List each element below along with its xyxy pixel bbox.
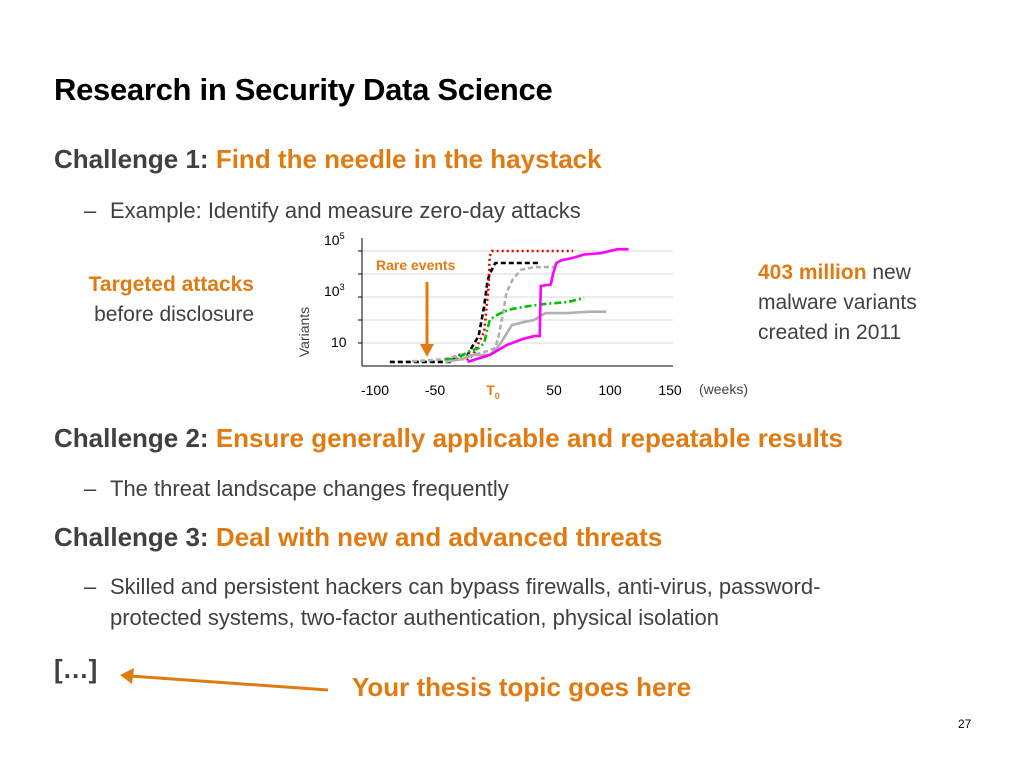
variants-line1-rest: new: [866, 261, 911, 284]
challenge-1-text: Find the needle in the haystack: [215, 144, 602, 174]
bullet-text: The threat landscape changes frequently: [110, 476, 509, 501]
x-axis-unit: (weeks): [699, 381, 748, 397]
challenge-1-label: Challenge 1:: [54, 144, 209, 174]
challenge-3-bullet-cont: protected systems, two-factor authentica…: [110, 605, 719, 630]
variants-line2: malware variants: [758, 291, 917, 314]
targeted-attacks-rest: before disclosure: [94, 303, 254, 326]
targeted-attacks-note: Targeted attacks before disclosure: [40, 270, 254, 330]
y-tick-low: 10: [331, 334, 347, 350]
challenge-3-heading: Challenge 3: Deal with new and advanced …: [54, 522, 662, 553]
slide-title: Research in Security Data Science: [54, 72, 553, 107]
challenge-1-bullet: – Example: Identify and measure zero-day …: [84, 198, 581, 224]
challenge-1-heading: Challenge 1: Find the needle in the hays…: [54, 144, 602, 175]
series-line-1: [389, 261, 540, 364]
rare-events-label: Rare events: [376, 257, 456, 273]
x-tick-label: -100: [361, 382, 389, 398]
y-tick-top: 105: [324, 231, 345, 248]
series-line-6: [467, 247, 629, 364]
y-axis-label: Variants: [296, 307, 312, 357]
thesis-arrow: [120, 668, 329, 692]
challenge-3-label: Challenge 3:: [54, 522, 209, 552]
series-line-2: [456, 249, 573, 361]
x-tick-label: 100: [598, 382, 622, 398]
bullet-dash: –: [84, 198, 97, 223]
y-tick-mid: 103: [324, 282, 345, 299]
series-line-5: [445, 310, 607, 364]
challenge-2-text: Ensure generally applicable and repeatab…: [215, 423, 843, 453]
zero-day-chart: Variants 105 103 10 -100 -50 T0 50 100 1…: [296, 231, 748, 401]
challenge-3-bullet: – Skilled and persistent hackers can bypa…: [84, 574, 820, 600]
variants-count: 403 million: [758, 261, 867, 284]
series-line-3: [411, 265, 557, 363]
x-tick-label: -50: [425, 382, 445, 398]
x-tick-t0: T0: [486, 382, 500, 401]
thesis-topic-note: Your thesis topic goes here: [352, 672, 692, 702]
targeted-attacks-highlight: Targeted attacks: [88, 273, 254, 296]
bullet-dash: –: [84, 476, 97, 501]
challenge-2-label: Challenge 2:: [54, 423, 209, 453]
variants-line3: created in 2011: [758, 321, 902, 344]
x-tick-label: 50: [546, 382, 562, 398]
more-challenges: […]: [54, 654, 98, 684]
page-number: 27: [958, 717, 972, 731]
rare-events-arrowhead: [420, 344, 434, 357]
challenge-2-bullet: – The threat landscape changes frequently: [84, 476, 509, 502]
challenge-3-text: Deal with new and advanced threats: [215, 522, 663, 552]
bullet-text: Example: Identify and measure zero-day a…: [110, 198, 581, 223]
challenge-2-heading: Challenge 2: Ensure generally applicable…: [54, 423, 843, 454]
malware-variants-note: 403 million new malware variants created…: [758, 258, 988, 348]
x-tick-label: 150: [658, 382, 682, 398]
bullet-text: Skilled and persistent hackers can bypas…: [110, 574, 821, 599]
thesis-arrowhead: [120, 668, 134, 684]
series-line-4: [445, 296, 585, 361]
thesis-arrow-line: [129, 674, 329, 692]
bullet-dash: –: [84, 574, 97, 599]
chart-series: [389, 247, 629, 364]
